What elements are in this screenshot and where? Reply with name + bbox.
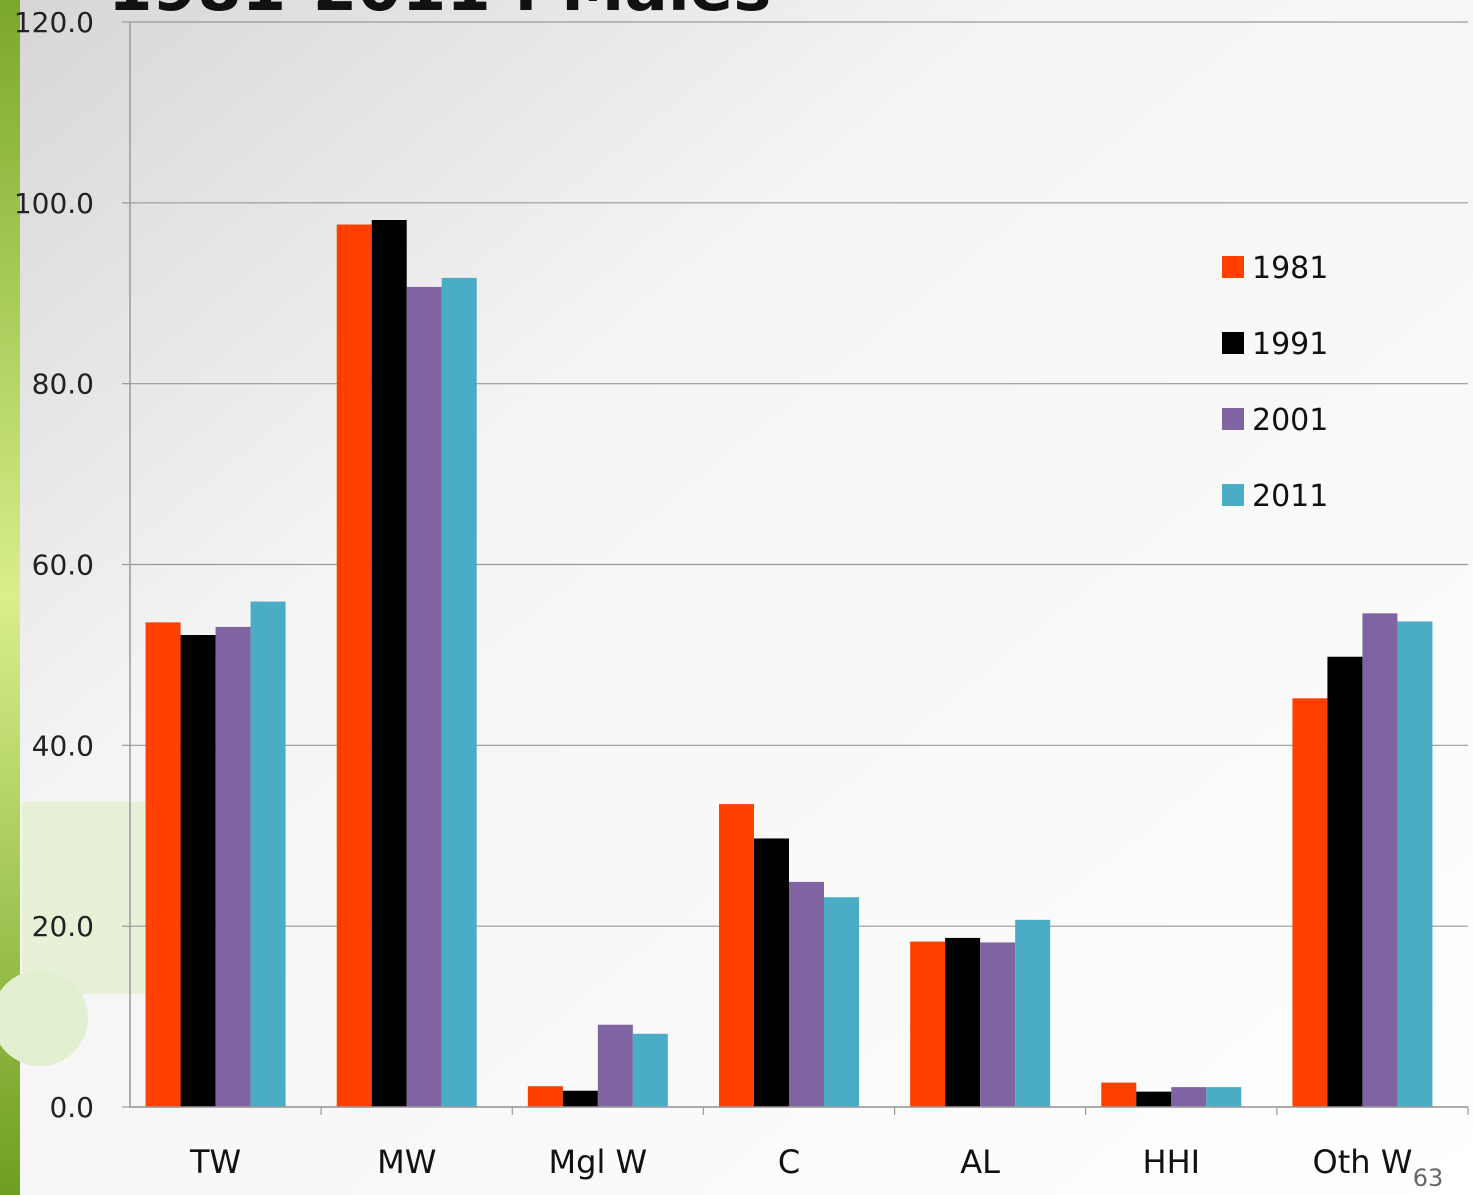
y-tick-label: 120.0 <box>14 6 94 39</box>
legend-label: 2001 <box>1252 403 1328 438</box>
bar <box>1362 613 1398 1107</box>
y-tick-label: 100.0 <box>14 187 94 220</box>
legend-swatch <box>1222 484 1244 506</box>
bar <box>145 622 181 1107</box>
bar <box>562 1090 598 1107</box>
bar <box>1136 1091 1172 1107</box>
bar <box>632 1033 668 1107</box>
x-tick-label: C <box>778 1143 800 1181</box>
bar <box>250 601 286 1107</box>
bar <box>1171 1087 1207 1107</box>
legend-label: 1981 <box>1252 251 1328 286</box>
legend-swatch <box>1222 332 1244 354</box>
bar <box>406 286 442 1107</box>
bar <box>910 941 946 1107</box>
bar <box>719 804 754 1107</box>
bar <box>980 942 1016 1107</box>
bar <box>597 1024 633 1107</box>
legend-label: 1991 <box>1252 327 1328 362</box>
decor-circle <box>0 970 88 1066</box>
x-tick-label: HHI <box>1143 1143 1201 1181</box>
y-tick-label: 80.0 <box>32 368 94 401</box>
bar <box>527 1086 563 1107</box>
bar <box>215 626 251 1107</box>
legend-swatch <box>1222 256 1244 278</box>
bar <box>441 277 477 1108</box>
legend-label: 2011 <box>1252 479 1328 514</box>
bar <box>1101 1082 1137 1107</box>
bar <box>1015 919 1051 1107</box>
bar <box>1206 1087 1242 1107</box>
x-tick-label: Mgl W <box>549 1143 648 1181</box>
bar <box>945 937 981 1107</box>
y-tick-label: 20.0 <box>32 910 94 943</box>
decor-box <box>22 802 162 994</box>
bar <box>754 838 789 1107</box>
y-tick-label: 60.0 <box>32 549 94 582</box>
x-tick-label: AL <box>960 1143 1000 1181</box>
side-band <box>0 0 20 1195</box>
bar <box>824 897 859 1107</box>
bar <box>336 224 372 1108</box>
y-tick-label: 40.0 <box>32 729 94 762</box>
bar <box>371 220 407 1107</box>
page-number: 63 <box>1413 1164 1444 1192</box>
x-tick-label: MW <box>377 1143 436 1181</box>
bar <box>789 881 824 1107</box>
bar <box>1292 698 1328 1107</box>
bar <box>180 635 216 1107</box>
y-tick-label: 0.0 <box>49 1091 94 1124</box>
legend-swatch <box>1222 408 1244 430</box>
bar <box>1397 621 1433 1107</box>
x-tick-label: Oth W <box>1313 1143 1413 1181</box>
x-tick-label: TW <box>189 1143 241 1181</box>
bar <box>1327 656 1363 1107</box>
